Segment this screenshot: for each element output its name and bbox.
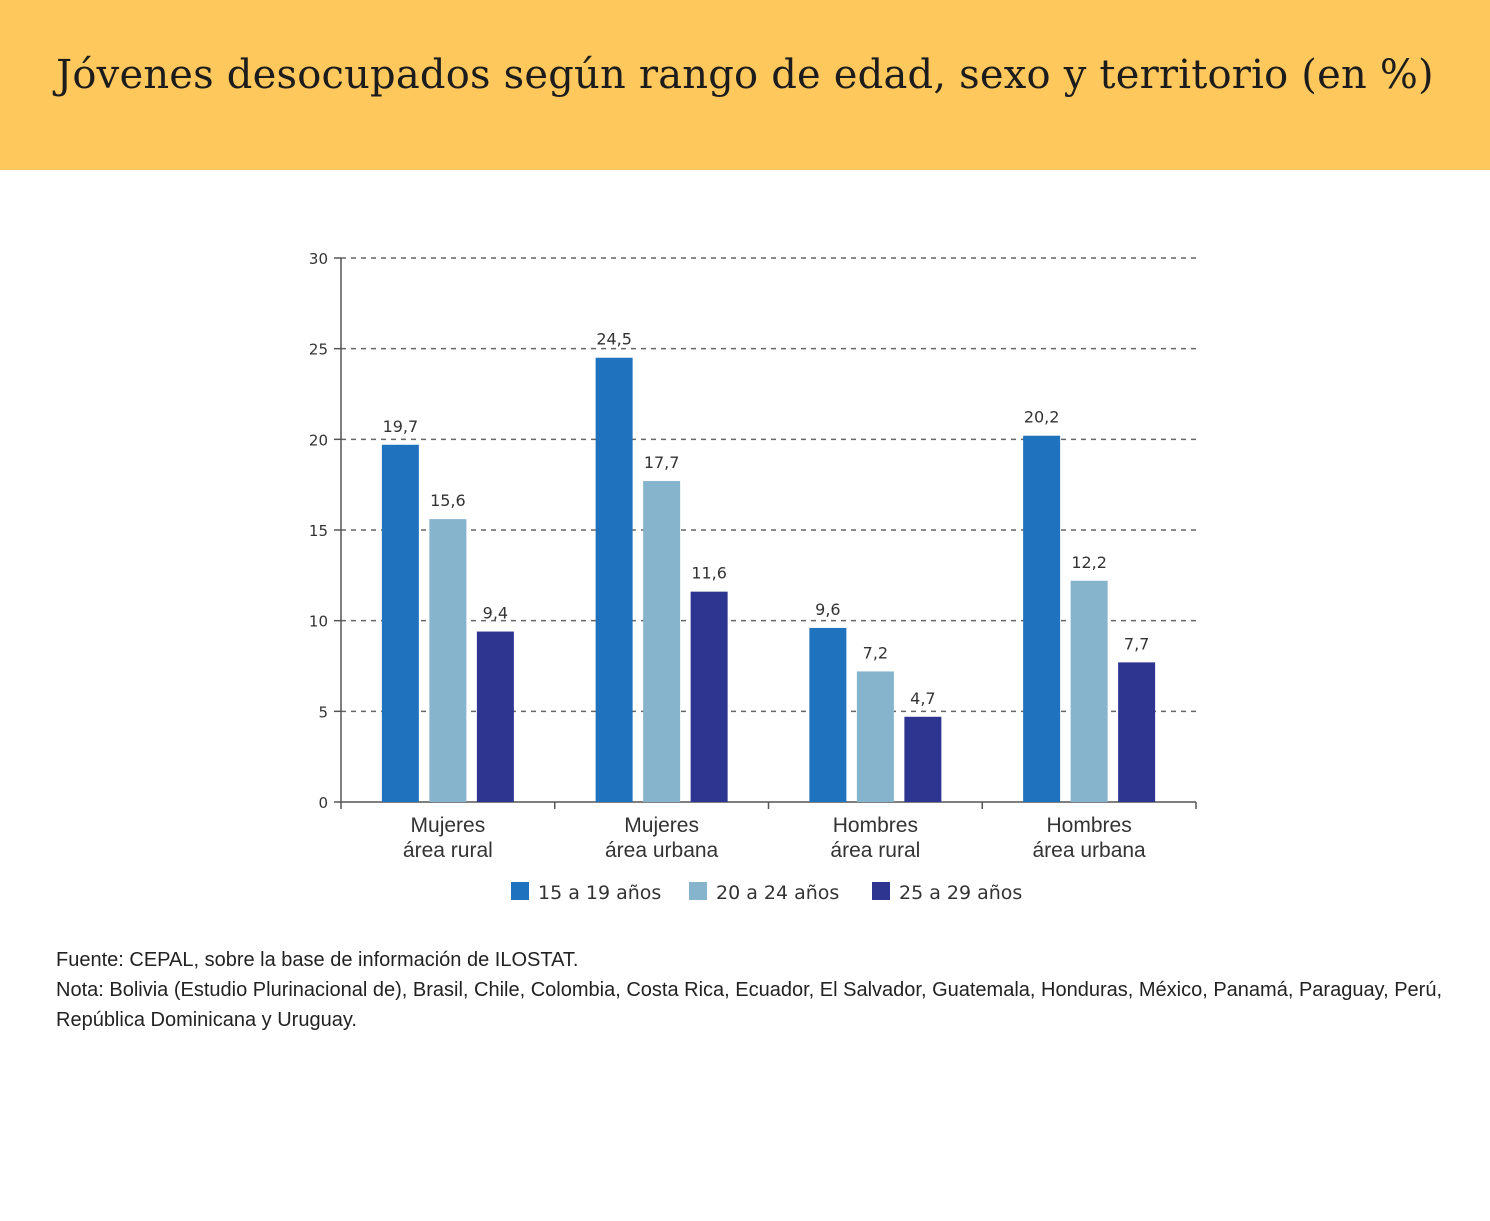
x-category-label: área urbana [605, 839, 719, 862]
y-tick-label: 25 [309, 341, 328, 359]
bar [643, 481, 681, 802]
y-tick-label: 20 [309, 431, 328, 449]
x-category-label: área rural [403, 839, 493, 862]
bar [690, 591, 728, 802]
source-note: Fuente: CEPAL, sobre la base de informac… [56, 949, 579, 971]
y-tick-label: 10 [309, 613, 328, 631]
bar [1023, 435, 1061, 802]
x-category-label: área urbana [1032, 839, 1146, 862]
bar [595, 357, 633, 802]
data-label: 17,7 [644, 453, 680, 472]
data-label: 20,2 [1024, 408, 1060, 427]
bar [381, 444, 419, 802]
bar [429, 519, 467, 802]
chart-title: Jóvenes desocupados según rango de edad,… [56, 52, 1434, 98]
data-label: 12,2 [1071, 553, 1107, 572]
y-tick-label: 30 [309, 250, 328, 268]
data-label: 7,7 [1124, 634, 1149, 653]
y-tick-label: 0 [318, 794, 328, 812]
data-label: 19,7 [383, 417, 419, 436]
bar [476, 631, 514, 802]
y-tick-label: 15 [309, 522, 328, 540]
legend-label: 15 a 19 años [538, 882, 661, 904]
x-category-label: Mujeres [411, 814, 486, 837]
data-label: 24,5 [596, 330, 632, 349]
bar [809, 627, 847, 802]
data-label: 9,6 [815, 600, 840, 619]
data-label: 4,7 [910, 689, 935, 708]
x-category-label: Hombres [1047, 814, 1132, 837]
chart-notes: Fuente: CEPAL, sobre la base de informac… [56, 945, 1442, 1035]
data-label: 15,6 [430, 491, 466, 510]
data-label: 11,6 [691, 564, 727, 583]
data-label: 7,2 [863, 643, 888, 662]
x-category-label: Hombres [833, 814, 918, 837]
legend-swatch [511, 882, 529, 900]
bar [1118, 662, 1156, 802]
data-label: 9,4 [483, 604, 508, 623]
legend-swatch [872, 882, 890, 900]
legend-label: 25 a 29 años [899, 882, 1022, 904]
country-note: Nota: Bolivia (Estudio Plurinacional de)… [56, 979, 1442, 1031]
x-category-label: Mujeres [624, 814, 699, 837]
x-category-label: área rural [830, 839, 920, 862]
title-banner: Jóvenes desocupados según rango de edad,… [0, 0, 1490, 170]
y-tick-label: 5 [318, 703, 328, 721]
legend-label: 20 a 24 años [716, 882, 839, 904]
legend-swatch [689, 882, 707, 900]
bar [1070, 580, 1108, 802]
bar [856, 671, 894, 802]
bar [904, 716, 942, 802]
